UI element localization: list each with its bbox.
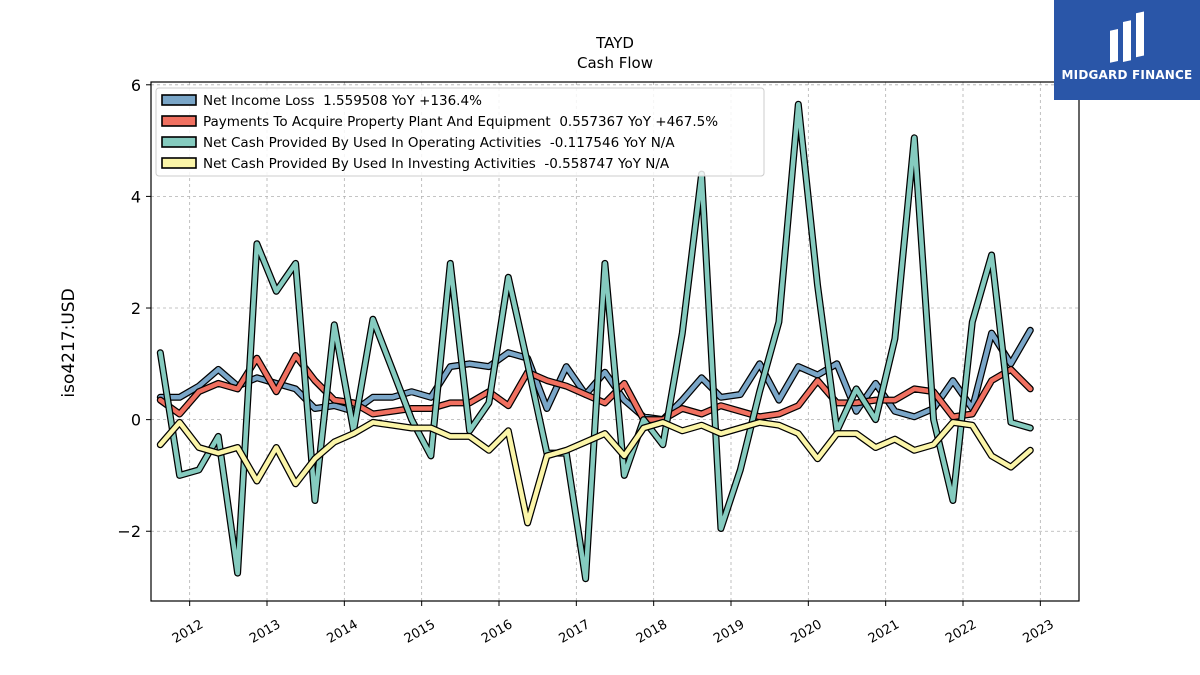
series-stroke — [158, 102, 1033, 581]
y-tick-label: 6 — [131, 76, 141, 95]
x-tick-label: 2021 — [866, 617, 902, 647]
series-line — [156, 418, 1034, 527]
y-axis-label: iso4217:USD — [59, 288, 79, 397]
legend-swatch — [161, 94, 197, 106]
x-tick-label: 2018 — [634, 617, 670, 647]
x-tick-label: 2015 — [402, 617, 438, 647]
grid — [151, 82, 1079, 601]
legend-label: Net Cash Provided By Used In Operating A… — [203, 135, 675, 151]
logo-text: MIDGARD FINANCE — [1061, 68, 1193, 82]
legend-label: Net Cash Provided By Used In Investing A… — [203, 156, 670, 172]
x-tick-label: 2023 — [1021, 617, 1057, 647]
chart-title: TAYD — [595, 34, 634, 52]
chart-subtitle: Cash Flow — [577, 54, 653, 72]
y-tick-label: −2 — [117, 522, 141, 541]
series-stroke — [158, 420, 1033, 526]
y-tick-label: 4 — [131, 187, 141, 206]
x-tick-label: 2020 — [789, 617, 825, 647]
legend-label: Payments To Acquire Property Plant And E… — [203, 114, 718, 130]
plot-frame — [150, 81, 1080, 602]
series-lines — [156, 100, 1034, 583]
series-line — [156, 100, 1034, 583]
legend-swatch — [161, 136, 197, 148]
x-tick-label: 2013 — [247, 617, 283, 647]
y-tick-label: 2 — [131, 299, 141, 318]
legend-label: Net Income Loss 1.559508 YoY +136.4% — [203, 93, 482, 109]
legend-box — [155, 87, 765, 177]
y-tick-label: 0 — [131, 411, 141, 430]
midgard-finance-logo: MIDGARD FINANCE — [1054, 0, 1200, 100]
x-tick-label: 2017 — [557, 617, 593, 647]
legend-swatch — [161, 157, 197, 169]
logo-mark-icon — [1110, 11, 1144, 63]
x-tick-label: 2014 — [325, 617, 361, 647]
x-tick-label: 2022 — [943, 617, 979, 647]
x-tick-label: 2012 — [170, 617, 206, 647]
x-tick-label: 2019 — [711, 617, 747, 647]
legend: Net Income Loss 1.559508 YoY +136.4% Paym… — [155, 87, 765, 177]
x-tick-label: 2016 — [479, 617, 515, 647]
legend-swatch — [161, 115, 197, 127]
